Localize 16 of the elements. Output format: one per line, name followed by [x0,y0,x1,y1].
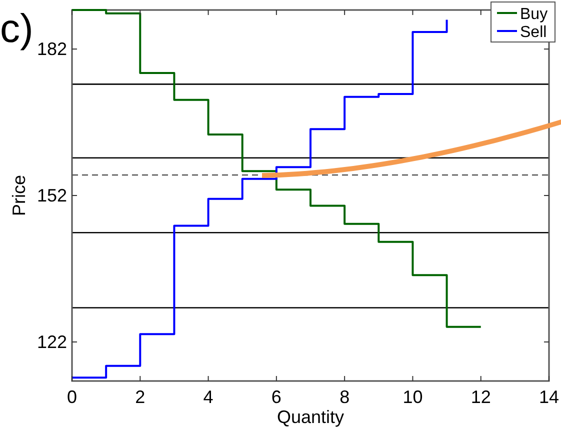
x-tick-label: 14 [538,387,560,407]
text: c) [0,7,34,51]
x-tick-label: 12 [470,387,491,407]
legend-label: Sell [520,24,547,41]
x-tick-label: 8 [340,387,350,407]
x-tick-label: 6 [271,387,282,407]
y-tick-label: 182 [36,39,67,60]
y-axis-title: Price [9,174,29,216]
y-tick-label: 122 [36,332,67,352]
x-tick-label: 0 [66,387,78,407]
x-tick-label: 10 [402,387,423,407]
x-tick-label: 2 [135,387,146,407]
x-axis-title: Quantity [276,407,344,427]
y-tick-label: 152 [36,186,67,206]
legend-label: Buy [520,6,548,23]
x-tick-label: 4 [203,387,214,407]
